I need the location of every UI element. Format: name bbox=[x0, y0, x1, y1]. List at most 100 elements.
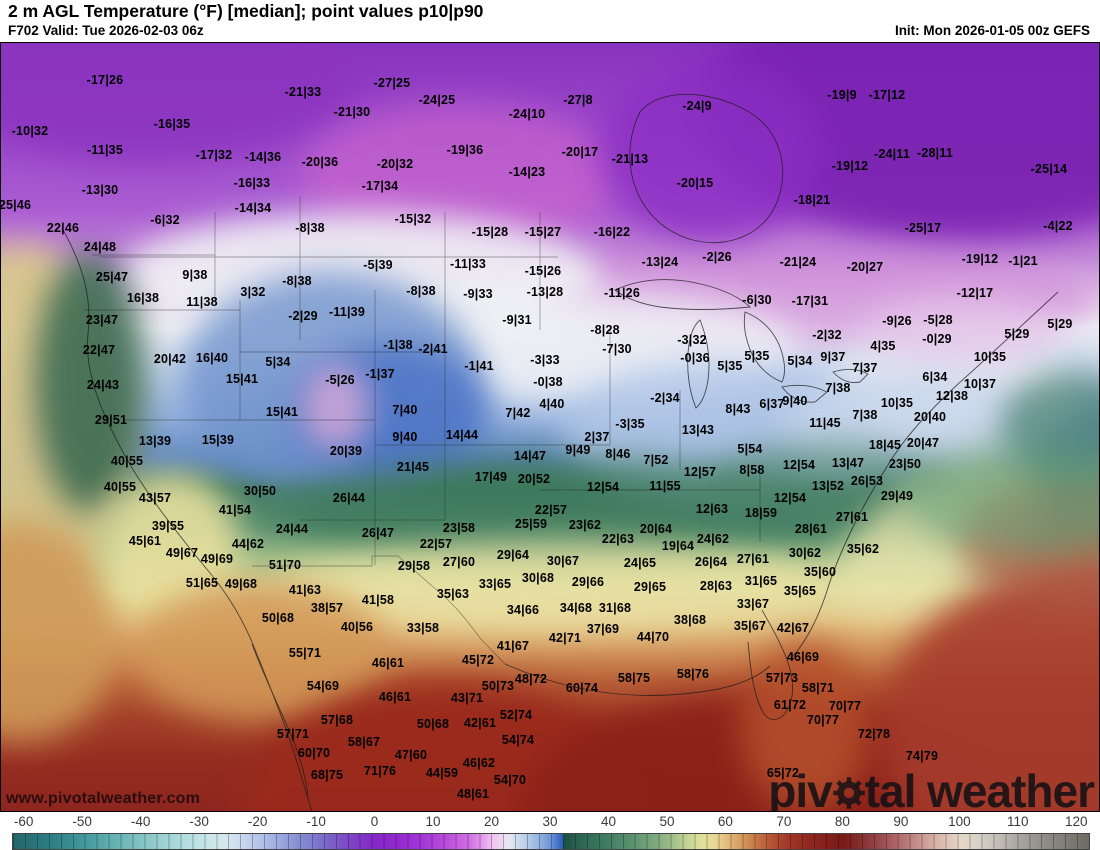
point-value-label: 24|62 bbox=[696, 532, 730, 546]
point-value-label: -9|31 bbox=[502, 313, 532, 327]
point-value-label: -15|32 bbox=[394, 212, 432, 226]
point-value-label: 8|46 bbox=[605, 447, 631, 461]
point-value-label: 31|65 bbox=[744, 574, 778, 588]
colorbar-tick-label: -60 bbox=[13, 814, 34, 829]
point-value-label: -1|37 bbox=[365, 367, 395, 381]
point-value-label: 49|68 bbox=[224, 577, 258, 591]
point-value-label: 5|34 bbox=[265, 355, 291, 369]
point-value-label: 18|45 bbox=[868, 438, 902, 452]
point-value-label: -25|17 bbox=[904, 221, 942, 235]
point-value-label: -7|30 bbox=[602, 342, 632, 356]
point-value-label: -24|11 bbox=[874, 147, 910, 161]
point-value-label: 11|45 bbox=[809, 416, 841, 430]
point-value-label: 40|56 bbox=[340, 620, 374, 634]
point-value-label: -17|12 bbox=[868, 88, 906, 102]
init-time-label: Init: Mon 2026-01-05 00z GEFS bbox=[894, 23, 1090, 38]
point-value-label: -8|38 bbox=[295, 221, 325, 235]
point-value-label: 7|40 bbox=[392, 403, 418, 417]
point-value-label: 57|73 bbox=[765, 671, 799, 685]
point-value-label: -21|33 bbox=[284, 85, 322, 99]
point-value-label: -20|32 bbox=[376, 157, 414, 171]
point-value-label: -20|36 bbox=[301, 155, 339, 169]
point-value-label: 5|29 bbox=[1004, 327, 1030, 341]
colorbar-tick-label: 80 bbox=[834, 814, 850, 829]
point-value-label: -8|28 bbox=[590, 323, 620, 337]
point-value-label: -27|25 bbox=[373, 76, 411, 90]
point-value-label: -15|28 bbox=[471, 225, 509, 239]
point-value-label: 13|52 bbox=[811, 479, 845, 493]
colorbar-tick-label: 60 bbox=[717, 814, 733, 829]
point-value-label: 12|54 bbox=[586, 480, 620, 494]
point-value-label: 51|70 bbox=[268, 558, 302, 572]
point-value-label: 13|43 bbox=[681, 423, 715, 437]
point-value-label: -21|24 bbox=[779, 255, 817, 269]
point-value-label: -2|41 bbox=[418, 342, 448, 356]
point-value-label: 46|61 bbox=[378, 690, 412, 704]
point-value-label: 29|51 bbox=[94, 413, 128, 427]
colorbar-tick-label: 50 bbox=[659, 814, 675, 829]
colorbar-gradient bbox=[12, 833, 1090, 850]
point-value-label: 9|40 bbox=[782, 394, 808, 408]
point-value-label: -8|38 bbox=[282, 274, 312, 288]
point-value-label: 27|60 bbox=[442, 555, 476, 569]
point-value-label: 11|55 bbox=[649, 479, 681, 493]
point-value-label: 58|76 bbox=[676, 667, 710, 681]
point-value-label: 42|67 bbox=[776, 621, 810, 635]
point-value-label: -17|34 bbox=[361, 179, 399, 193]
point-value-label: -1|41 bbox=[464, 359, 494, 373]
point-value-label: -19|36 bbox=[446, 143, 484, 157]
point-value-label: -2|29 bbox=[288, 309, 318, 323]
point-value-label: 17|49 bbox=[474, 470, 508, 484]
point-value-label: -15|27 bbox=[524, 225, 562, 239]
point-value-label: -14|23 bbox=[508, 165, 546, 179]
point-value-label: -19|12 bbox=[961, 252, 999, 266]
point-value-label: 5|34 bbox=[787, 354, 813, 368]
point-value-label: 19|64 bbox=[661, 539, 695, 553]
point-value-label: -20|27 bbox=[846, 260, 884, 274]
point-value-label: 70|77 bbox=[828, 699, 862, 713]
point-value-label: 24|48 bbox=[83, 240, 117, 254]
point-value-label: -11|35 bbox=[87, 143, 123, 157]
point-value-label: -2|34 bbox=[650, 391, 680, 405]
temp-field-blob bbox=[300, 362, 370, 452]
point-value-label: 28|63 bbox=[699, 579, 733, 593]
point-value-label: 46|69 bbox=[786, 650, 820, 664]
point-value-label: -20|17 bbox=[561, 145, 599, 159]
point-value-label: 39|55 bbox=[151, 519, 185, 533]
watermark: piv tal weather bbox=[768, 764, 1095, 812]
point-value-label: 4|35 bbox=[870, 339, 896, 353]
point-value-label: 70|77 bbox=[806, 713, 840, 727]
point-value-label: 5|35 bbox=[744, 349, 770, 363]
point-value-label: 20|42 bbox=[153, 352, 187, 366]
point-value-label: -21|13 bbox=[611, 152, 649, 166]
point-value-label: 12|38 bbox=[935, 389, 969, 403]
point-value-label: -24|10 bbox=[508, 107, 546, 121]
point-value-label: 31|68 bbox=[598, 601, 632, 615]
point-value-label: 35|67 bbox=[733, 619, 767, 633]
point-value-label: 50|73 bbox=[481, 679, 515, 693]
point-value-label: 26|47 bbox=[361, 526, 395, 540]
website-link[interactable]: www.pivotalweather.com bbox=[6, 790, 200, 808]
point-value-label: 12|63 bbox=[695, 502, 729, 516]
point-value-label: 42|71 bbox=[548, 631, 582, 645]
point-value-label: 29|66 bbox=[571, 575, 605, 589]
colorbar-tick-label: -20 bbox=[247, 814, 268, 829]
valid-time-label: F702 Valid: Tue 2026-02-03 06z bbox=[8, 23, 204, 38]
point-value-label: 9|49 bbox=[565, 443, 591, 457]
point-value-label: -13|24 bbox=[641, 255, 679, 269]
point-value-label: 60|70 bbox=[297, 746, 331, 760]
point-value-label: 74|79 bbox=[905, 749, 939, 763]
point-value-label: 9|38 bbox=[182, 268, 208, 282]
point-value-label: 41|58 bbox=[361, 593, 395, 607]
point-value-label: 22|57 bbox=[419, 537, 453, 551]
point-value-label: -9|33 bbox=[463, 287, 493, 301]
colorbar-tick-label: 90 bbox=[893, 814, 909, 829]
point-value-label: 33|67 bbox=[736, 597, 770, 611]
point-value-label: 45|72 bbox=[461, 653, 495, 667]
point-value-label: 10|37 bbox=[963, 377, 997, 391]
point-value-label: 5|35 bbox=[717, 359, 743, 373]
point-value-label: -11|26 bbox=[604, 286, 640, 300]
point-value-label: 44|59 bbox=[425, 766, 459, 780]
point-value-label: 20|47 bbox=[906, 436, 940, 450]
